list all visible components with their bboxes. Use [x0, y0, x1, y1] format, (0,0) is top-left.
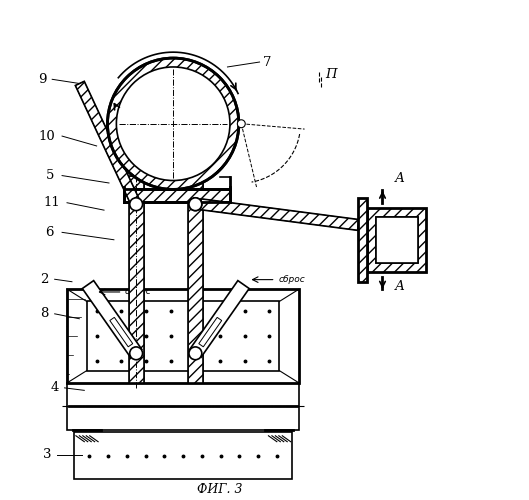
Text: 8: 8: [41, 308, 49, 320]
Text: ФИГ. 3: ФИГ. 3: [197, 482, 243, 496]
Circle shape: [238, 120, 245, 128]
Bar: [376, 216, 417, 263]
Circle shape: [130, 198, 142, 210]
Text: 11: 11: [44, 196, 61, 209]
Polygon shape: [190, 280, 249, 357]
Text: 6: 6: [45, 226, 54, 239]
Polygon shape: [110, 318, 133, 347]
Bar: [358, 198, 367, 281]
Circle shape: [189, 198, 202, 210]
Bar: [125, 190, 229, 201]
Bar: [67, 383, 299, 430]
Polygon shape: [199, 199, 359, 230]
Bar: [367, 208, 426, 272]
Bar: [67, 289, 299, 383]
Polygon shape: [199, 318, 222, 347]
Bar: [367, 208, 426, 272]
Text: П: П: [325, 68, 337, 81]
Bar: [376, 216, 417, 263]
Text: сброс: сброс: [125, 288, 152, 296]
Bar: [129, 176, 143, 383]
Circle shape: [130, 347, 142, 360]
Text: 4: 4: [50, 382, 59, 394]
Polygon shape: [75, 82, 141, 206]
Circle shape: [189, 347, 202, 360]
Bar: [188, 176, 203, 383]
Bar: [376, 216, 417, 263]
Text: 5: 5: [45, 169, 54, 182]
Bar: [129, 176, 143, 383]
Text: А: А: [395, 172, 405, 184]
Circle shape: [189, 198, 202, 210]
Text: 9: 9: [38, 73, 47, 86]
Text: 2: 2: [41, 273, 49, 286]
Polygon shape: [67, 289, 87, 383]
Text: А: А: [395, 280, 405, 293]
Text: 3: 3: [43, 448, 51, 461]
Text: сброс: сброс: [278, 275, 305, 284]
Polygon shape: [83, 280, 142, 357]
Bar: [87, 302, 279, 370]
Bar: [75, 432, 291, 479]
Text: 7: 7: [263, 56, 271, 68]
Bar: [124, 190, 230, 202]
Circle shape: [116, 67, 230, 180]
Text: 10: 10: [39, 130, 56, 142]
Bar: [358, 198, 367, 281]
Circle shape: [107, 58, 239, 190]
Bar: [188, 176, 203, 383]
